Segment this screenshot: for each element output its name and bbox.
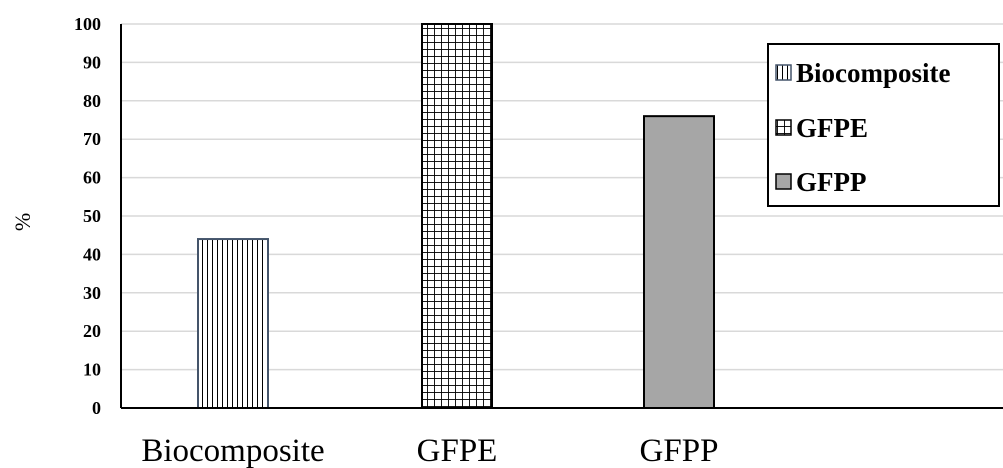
legend-swatch [775, 119, 792, 136]
x-category-label: GFPP [640, 433, 719, 468]
y-tick-label: 70 [83, 129, 101, 149]
y-tick-label: 30 [83, 283, 101, 303]
bar-gfpe [421, 23, 493, 409]
x-category-labels: Biocomposite GFPE GFPP [141, 433, 718, 468]
legend-swatch [775, 64, 792, 81]
legend-swatch [775, 173, 792, 190]
y-tick-label: 10 [83, 360, 101, 380]
y-tick-label: 90 [83, 52, 101, 72]
y-tick-label: 40 [83, 244, 101, 264]
legend-entry: GFPE [796, 113, 868, 143]
y-tick-label: 0 [92, 398, 101, 418]
legend-entry: GFPP [796, 167, 866, 197]
y-tick-labels: 0 10 20 30 40 50 60 70 80 90 100 [74, 14, 101, 418]
bar-gfpp [643, 115, 715, 409]
x-category-label: Biocomposite [141, 433, 324, 468]
legend-box [767, 43, 1000, 207]
legend: Biocomposite GFPE GFPP [767, 43, 1000, 207]
y-tick-label: 60 [83, 168, 101, 188]
bar-biocomposite [197, 238, 269, 409]
y-tick-label: 100 [74, 14, 101, 34]
y-tick-label: 20 [83, 321, 101, 341]
axes [120, 24, 1003, 409]
y-axis-label: % [10, 213, 35, 231]
y-tick-label: 80 [83, 91, 101, 111]
legend-entry: Biocomposite [796, 58, 951, 88]
x-category-label: GFPE [417, 433, 498, 468]
y-tick-label: 50 [83, 206, 101, 226]
